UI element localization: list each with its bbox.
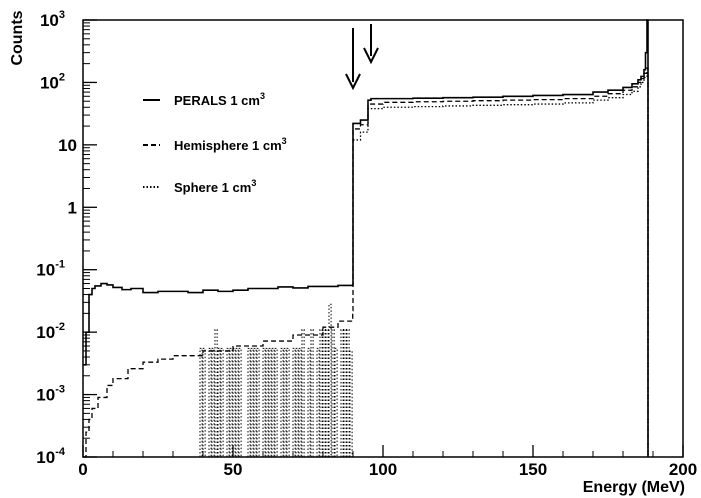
series-line-2	[83, 67, 649, 458]
series-spike	[238, 347, 242, 457]
series-spike	[211, 347, 215, 457]
y-tick-label: 10-4	[36, 446, 66, 467]
arrow-head-2	[363, 47, 379, 65]
legend-label-3: Sphere 1 cm3	[174, 178, 256, 195]
series-spike	[295, 347, 299, 457]
series-line-1	[83, 19, 649, 457]
series-spike	[307, 347, 311, 457]
series-spike	[262, 347, 266, 457]
series-spike	[310, 329, 314, 457]
legend-label-1: PERALS 1 cm3	[174, 91, 265, 108]
series-spike	[232, 347, 236, 457]
x-tick-label: 150	[519, 460, 547, 479]
series-spike	[328, 303, 332, 457]
series-spike	[298, 347, 302, 457]
axis-ticks: 0 50 100 150 200 10-4 10-3 10-2 10-1 1 10 102 103	[36, 9, 697, 479]
series-spike	[220, 347, 224, 457]
series-spike	[301, 329, 305, 457]
y-tick-label: 103	[40, 9, 65, 30]
series-spike	[202, 347, 206, 457]
series-spike	[283, 347, 287, 457]
series-spike	[349, 350, 353, 457]
annotation-arrows	[345, 24, 379, 91]
series-spike	[265, 347, 269, 457]
series-spike	[271, 347, 275, 457]
series-spike	[316, 347, 320, 457]
series-spike	[346, 329, 350, 457]
y-tick-label: 10-1	[36, 259, 65, 280]
series-spike	[292, 347, 296, 457]
series-spike	[217, 347, 221, 457]
series-spike	[340, 329, 344, 457]
arrow-head-1	[345, 73, 361, 91]
x-tick-label: 200	[669, 460, 697, 479]
series-line-3	[353, 72, 649, 457]
series-spike	[280, 347, 284, 457]
y-tick-label: 10-2	[36, 321, 65, 342]
series-spike	[235, 347, 239, 457]
plot-area	[83, 19, 649, 458]
series-spike	[247, 347, 251, 457]
x-tick-label: 0	[78, 460, 87, 479]
series-spike	[226, 347, 230, 457]
series-spike	[274, 347, 278, 457]
series-spike	[208, 347, 212, 457]
y-tick-label: 10-3	[36, 384, 65, 405]
y-axis-label: Counts	[9, 10, 26, 65]
legend: PERALS 1 cm3 Hemisphere 1 cm3 Sphere 1 cm3	[143, 91, 287, 195]
series-spike	[253, 347, 257, 457]
series-spike	[334, 347, 338, 457]
series-spike	[250, 347, 254, 457]
series-spike	[214, 329, 218, 457]
series-spike	[256, 347, 260, 457]
series-spike	[343, 329, 347, 457]
plot-frame	[82, 19, 684, 458]
x-axis-label: Energy (MeV)	[583, 479, 685, 496]
x-tick-label: 50	[224, 460, 243, 479]
series-spike	[286, 347, 290, 457]
y-tick-label: 102	[40, 71, 65, 92]
series-spike	[199, 347, 203, 457]
y-tick-label: 10	[58, 136, 77, 155]
series-spike	[319, 329, 323, 457]
series-spike	[229, 347, 233, 457]
y-tick-label: 1	[68, 198, 77, 217]
x-tick-label: 100	[369, 460, 397, 479]
series-spike	[331, 329, 335, 457]
legend-label-2: Hemisphere 1 cm3	[174, 136, 287, 153]
series-spike	[325, 329, 329, 457]
series-spike	[268, 347, 272, 457]
series-spike	[322, 329, 326, 457]
